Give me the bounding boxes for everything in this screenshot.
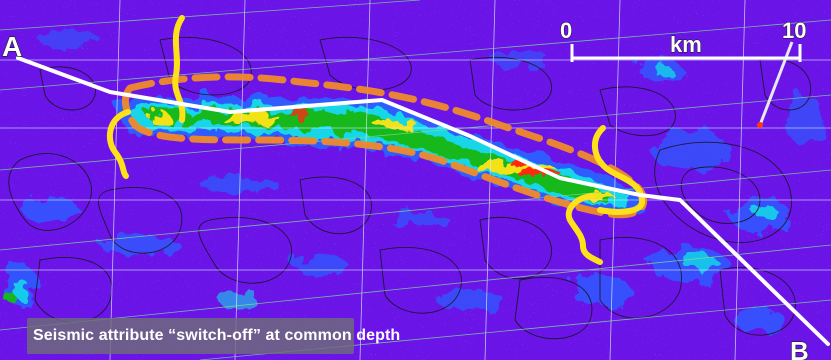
well-marker — [757, 41, 794, 128]
profile-line-a-b — [16, 56, 830, 346]
depth-contours — [8, 36, 812, 340]
scale-unit-label: km — [670, 32, 702, 57]
endpoint-label-a: A — [2, 31, 22, 62]
caption-box — [27, 318, 354, 354]
endpoint-label-b: B — [790, 336, 809, 360]
map-caption: Seismic attribute “switch-off” at common… — [33, 327, 401, 344]
scale-min-label: 0 — [560, 18, 572, 43]
scale-max-label: 10 — [782, 18, 806, 43]
scale-bar: 0 km 10 — [560, 18, 807, 62]
